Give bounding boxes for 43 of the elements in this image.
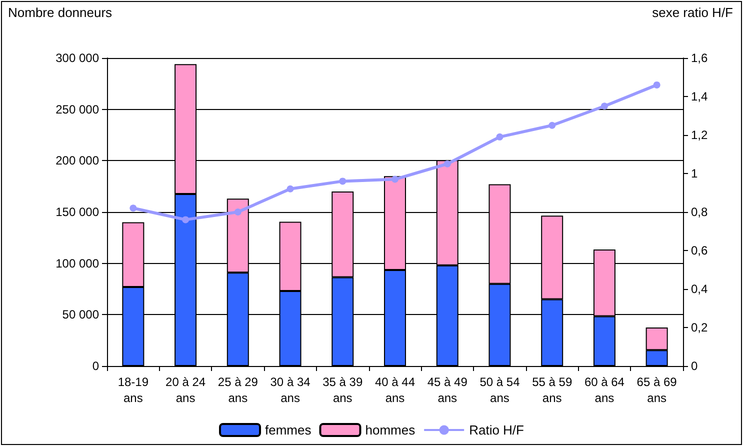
- point: [392, 176, 398, 183]
- y2-tick-label: 1,4: [691, 90, 708, 104]
- x-tick-label: 25 à 29 ans: [218, 375, 258, 405]
- y-tick-label: 250 000: [56, 102, 100, 116]
- x-tick-label: 35 à 39 ans: [322, 375, 363, 405]
- legend-label: hommes: [365, 422, 416, 438]
- y2-tick-label: 0,6: [691, 244, 708, 258]
- legend-label: femmes: [265, 422, 312, 438]
- y2-tick-label: 1,6: [691, 51, 708, 65]
- y2-tick-label: 0,2: [691, 320, 708, 334]
- point: [234, 208, 242, 216]
- x-tick-label: 65 à 69 ans: [636, 375, 678, 405]
- y-axis-title: Nombre donneurs: [8, 5, 113, 20]
- point: [286, 185, 294, 192]
- y-tick-label: 0: [92, 359, 100, 373]
- y-tick-label: 150 000: [56, 205, 100, 219]
- point: [130, 204, 137, 212]
- y2-tick-label: 1,2: [691, 128, 708, 142]
- y2-tick-label: 1: [691, 166, 698, 180]
- x-tick-label: 20 à 24 ans: [166, 375, 206, 405]
- y2-tick-label: 0,4: [691, 282, 708, 296]
- point: [653, 81, 660, 88]
- y-tick-label: 300 000: [56, 51, 100, 65]
- x-tick-label: 60 à 64 ans: [584, 375, 625, 405]
- y-tick-label: 100 000: [56, 256, 100, 270]
- point: [600, 102, 608, 110]
- x-tick-label: 30 à 34 ans: [270, 375, 311, 405]
- point: [444, 160, 451, 168]
- x-tick-label: 45 à 49 ans: [427, 375, 468, 405]
- y-tick-label: 200 000: [56, 154, 100, 168]
- y2-axis-title: sexe ratio H/F: [652, 5, 734, 20]
- point: [548, 122, 556, 129]
- x-tick-label: 50 à 54 ans: [480, 375, 520, 405]
- x-tick-label: 18-19 ans: [118, 375, 149, 405]
- y2-tick-label: 0: [691, 359, 698, 373]
- y-tick-label: 50 000: [62, 308, 100, 322]
- x-tick-label: 55 à 59 ans: [532, 375, 572, 405]
- y2-tick-label: 0,8: [691, 205, 708, 219]
- point: [182, 216, 190, 224]
- point: [339, 178, 346, 185]
- legend-label: Ratio H/F: [469, 422, 524, 438]
- point: [496, 133, 504, 140]
- x-tick-label: 40 à 44 ans: [374, 375, 416, 405]
